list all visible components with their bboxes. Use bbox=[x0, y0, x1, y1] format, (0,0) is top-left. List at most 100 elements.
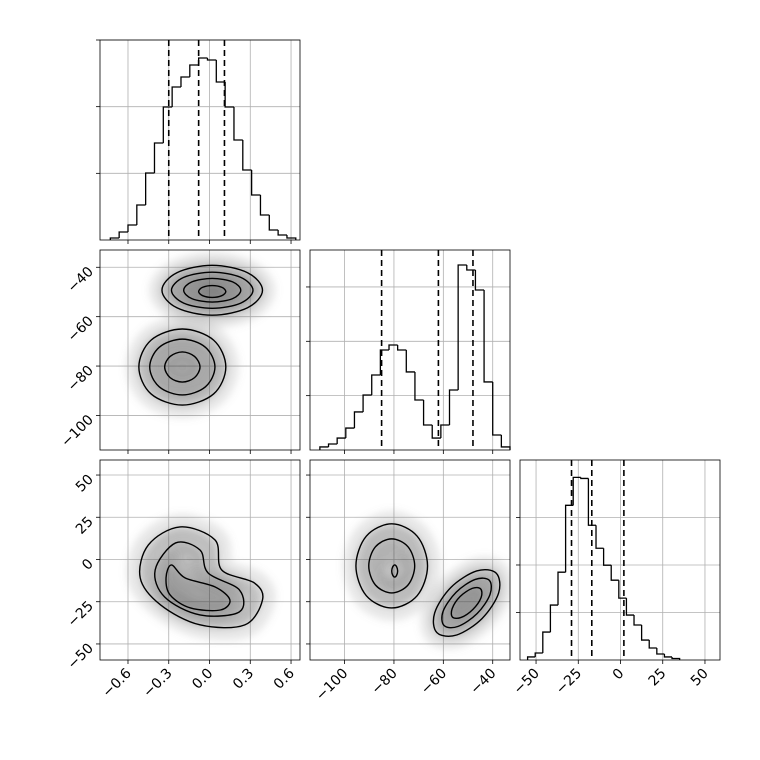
hist-bin bbox=[127, 224, 137, 232]
hist-bin bbox=[215, 60, 226, 83]
hist-bin bbox=[414, 371, 424, 401]
x-tick-label: 0.3 bbox=[230, 666, 257, 693]
hist-panel bbox=[96, 39, 301, 244]
hist-bin bbox=[224, 82, 234, 108]
contour bbox=[149, 338, 216, 396]
hist-bin bbox=[206, 58, 217, 61]
contour bbox=[368, 538, 416, 594]
hist-bin bbox=[197, 57, 208, 65]
density-fill bbox=[391, 564, 398, 578]
x-tick-label: −0.3 bbox=[140, 666, 175, 701]
panel-frame bbox=[309, 249, 511, 451]
y-tick-label: −50 bbox=[65, 640, 97, 672]
hist-bin bbox=[640, 625, 650, 641]
contour bbox=[441, 577, 493, 629]
joint-panel: −100 −80 −60 −40 bbox=[306, 459, 511, 705]
x-tick-label: 0.6 bbox=[271, 665, 298, 692]
hist-bin bbox=[362, 394, 372, 412]
contour bbox=[154, 541, 245, 617]
hist-panel: −50 −25 0 25 50 bbox=[511, 459, 721, 698]
hist-bin bbox=[345, 427, 355, 439]
hist-bin bbox=[397, 345, 407, 351]
hist-bin bbox=[153, 142, 164, 173]
hist-bin bbox=[379, 349, 390, 375]
x-tick-label: −100 bbox=[313, 666, 352, 705]
hist-bin bbox=[602, 548, 612, 566]
hist-bin bbox=[625, 598, 635, 616]
contour bbox=[197, 284, 227, 299]
hist-bin bbox=[118, 231, 128, 238]
hist-bin bbox=[327, 443, 338, 447]
hist-bin bbox=[483, 290, 493, 383]
hist-bin bbox=[431, 425, 441, 439]
hist-bin bbox=[189, 64, 199, 77]
contour bbox=[432, 568, 501, 637]
contours bbox=[138, 526, 264, 629]
hist-bin bbox=[580, 477, 589, 480]
panel-frame bbox=[309, 459, 511, 661]
contour bbox=[391, 564, 399, 578]
x-tick-label: −80 bbox=[369, 666, 401, 698]
contour bbox=[163, 351, 201, 383]
hist-bin bbox=[595, 525, 604, 549]
contour bbox=[182, 277, 242, 303]
contour bbox=[170, 271, 254, 309]
hist-bin bbox=[457, 264, 467, 390]
density-fill bbox=[164, 351, 200, 383]
y-tick-label: 0 bbox=[79, 556, 97, 574]
x-tick-label: 50 bbox=[688, 666, 712, 690]
y-tick-label: −80 bbox=[65, 363, 97, 395]
contour bbox=[161, 264, 264, 316]
contour bbox=[450, 586, 483, 620]
hist-bin bbox=[663, 654, 673, 658]
x-tick-label: 0 bbox=[610, 666, 628, 684]
hist-bin bbox=[526, 656, 536, 660]
hist-bin bbox=[500, 435, 511, 450]
hist-bin bbox=[250, 170, 261, 196]
density-shading bbox=[342, 510, 510, 650]
contour bbox=[138, 526, 264, 629]
hist-bin bbox=[242, 140, 252, 171]
hist-bin bbox=[466, 265, 476, 271]
joint-panel: −100 −80 −60 −40 bbox=[58, 249, 301, 454]
x-tick-label: 0.0 bbox=[189, 666, 216, 693]
y-tick-label: 50 bbox=[73, 472, 97, 496]
contours bbox=[138, 264, 264, 406]
hist-bin bbox=[633, 615, 642, 626]
hist-bin bbox=[648, 640, 657, 649]
hist-bin bbox=[145, 172, 155, 205]
contour bbox=[165, 564, 231, 612]
contours bbox=[355, 523, 501, 637]
contour bbox=[355, 523, 429, 609]
x-tick-label: −40 bbox=[467, 666, 499, 698]
x-tick-label: 25 bbox=[646, 666, 670, 690]
x-tick-label: −25 bbox=[553, 666, 585, 698]
hist-bin bbox=[587, 478, 597, 526]
hist-bin bbox=[656, 648, 665, 655]
hist-bin bbox=[109, 237, 120, 240]
y-tick-label: −100 bbox=[58, 412, 97, 451]
density-fill bbox=[198, 285, 226, 298]
x-tick-label: −60 bbox=[418, 666, 450, 698]
panel-frame bbox=[99, 39, 301, 241]
hist-bin bbox=[492, 381, 502, 436]
hist-bin bbox=[233, 107, 243, 141]
joint-panel: −0.6 −0.3 0.0 0.3 0.6 −50 −25 0 25 50 bbox=[65, 459, 301, 701]
hist-bin bbox=[353, 411, 364, 429]
x-tick-label: −0.6 bbox=[99, 665, 134, 700]
density-shading bbox=[126, 513, 276, 641]
hist-bin bbox=[549, 604, 559, 633]
panel-frame bbox=[99, 249, 301, 451]
hist-bin bbox=[534, 652, 543, 657]
y-tick-label: 25 bbox=[73, 514, 97, 538]
panel-frame bbox=[99, 459, 301, 661]
y-tick-label: −25 bbox=[65, 598, 97, 630]
hist-bin bbox=[564, 504, 574, 573]
hist-bin bbox=[259, 195, 270, 216]
hist-bin bbox=[136, 204, 146, 225]
hist-bin bbox=[422, 400, 433, 426]
hist-bin bbox=[440, 424, 450, 439]
hist-bin bbox=[671, 656, 681, 660]
hist-bin bbox=[371, 374, 381, 395]
hist-bin bbox=[171, 86, 181, 107]
